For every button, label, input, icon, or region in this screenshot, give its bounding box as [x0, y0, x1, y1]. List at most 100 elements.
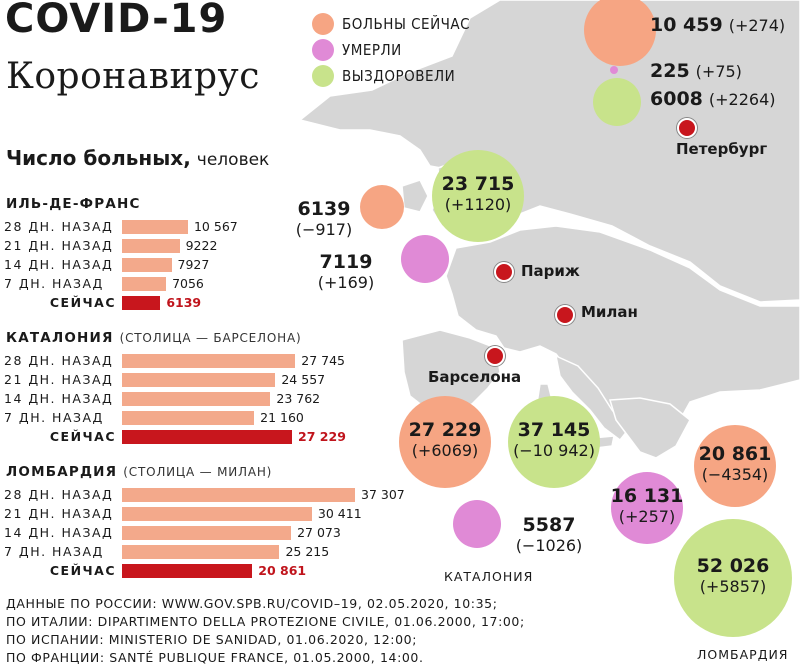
bubble-delta: (+274) — [728, 16, 786, 35]
city-label-peterburg: Петербург — [676, 140, 768, 158]
legend-recovered: ВЫЗДОРОВЕЛИ — [312, 65, 455, 87]
source-france: ПО ФРАНЦИИ: SANTÉ PUBLIQUE FRANCE, 01.05… — [6, 650, 424, 665]
bubble-dead — [611, 472, 683, 544]
bubble-label: 10 459 (+274) — [650, 14, 785, 36]
bar-now — [122, 296, 161, 310]
bar-value-21: 30 411 — [317, 506, 362, 521]
source-italy: ПО ИТАЛИИ: DIPARTIMENTO DELLA PROTEZIONE… — [6, 614, 525, 629]
bubble-label: 23 715 (+1120) — [418, 173, 538, 214]
bar-value-7: 25 215 — [285, 544, 330, 559]
bubble-value: 6008 — [650, 88, 703, 110]
bubble-recovered — [593, 78, 641, 126]
bar-value-now: 27 229 — [298, 429, 346, 444]
page-subtitle: Коронавирус — [6, 56, 260, 97]
region-capital: (СТОЛИЦА — МИЛАН) — [123, 465, 273, 479]
bubble-delta: (+169) — [317, 273, 375, 292]
bubble-label: 5587 (−1026) — [514, 514, 584, 555]
bar-14 — [122, 526, 292, 540]
row-label-21: 21 ДН. НАЗАД — [4, 372, 114, 387]
legend-recovered-label: ВЫЗДОРОВЕЛИ — [342, 67, 456, 85]
row-label-14: 14 ДН. НАЗАД — [4, 391, 114, 406]
bubble-label: 6139 (−917) — [289, 198, 359, 239]
chart-heading-bold: Число больных, — [6, 146, 191, 170]
bubble-delta: (+2264) — [708, 90, 776, 109]
row-label-28: 28 ДН. НАЗАД — [4, 487, 114, 502]
row-label-28: 28 ДН. НАЗАД — [4, 219, 114, 234]
bar-21 — [122, 373, 276, 387]
bubble-label: 52 026 (+5857) — [673, 555, 793, 596]
bubble-value: 6139 — [297, 198, 351, 220]
bar-value-7: 7056 — [172, 276, 204, 291]
row-label-now: СЕЙЧАС — [49, 563, 116, 578]
page-title: COVID-19 — [5, 0, 228, 42]
region-name: КАТАЛОНИЯ — [6, 330, 114, 346]
bubble-dead — [401, 235, 449, 283]
bubble-value: 20 861 — [698, 443, 772, 465]
bubble-label: 225 (+75) — [650, 60, 742, 82]
chart-heading: Число больных, человек — [6, 146, 269, 170]
bar-value-28: 37 307 — [361, 487, 405, 502]
bubble-label: 27 229 (+6069) — [385, 419, 505, 460]
bubble-value: 225 — [650, 60, 690, 82]
legend-dead: УМЕРЛИ — [312, 39, 402, 61]
row-label-now: СЕЙЧАС — [49, 295, 116, 310]
region-capital: (СТОЛИЦА — БАРСЕЛОНА) — [119, 331, 302, 345]
city-label-paris: Париж — [521, 262, 580, 280]
bar-value-now: 6139 — [166, 295, 202, 310]
bubble-label: 7119 (+169) — [311, 251, 381, 292]
legend-sick-label: БОЛЬНЫ СЕЙЧАС — [342, 15, 471, 33]
legend-dead-swatch — [312, 39, 334, 61]
bubble-value: 16 131 — [610, 485, 684, 507]
bubble-value: 7119 — [319, 251, 373, 273]
bubble-label: 6008 (+2264) — [650, 88, 776, 110]
bubble-delta: (−1026) — [515, 536, 583, 555]
bubble-delta: (−4354) — [701, 465, 769, 484]
region-caption-lombardy: ЛОМБАРДИЯ — [697, 647, 789, 662]
city-marker-barcelona — [485, 346, 505, 366]
region-title-2: ЛОМБАРДИЯ (СТОЛИЦА — МИЛАН) — [6, 461, 272, 480]
bar-now — [122, 430, 293, 444]
row-label-7: 7 ДН. НАЗАД — [4, 544, 104, 559]
bubble-delta: (−917) — [295, 220, 353, 239]
bar-value-21: 9222 — [185, 238, 218, 253]
bubble-value: 27 229 — [408, 419, 482, 441]
bar-7 — [122, 411, 255, 425]
bar-7 — [122, 545, 280, 559]
bubble-label: 16 131 (+257) — [587, 485, 707, 526]
bubble-label: 37 145 (−10 942) — [494, 419, 614, 460]
bar-now — [122, 564, 253, 578]
bubble-delta: (+6069) — [411, 441, 479, 460]
bar-28 — [122, 220, 188, 234]
bar-21 — [122, 239, 180, 253]
bar-7 — [122, 277, 167, 291]
row-label-14: 14 ДН. НАЗАД — [4, 525, 114, 540]
bar-value-14: 27 073 — [297, 525, 341, 540]
bar-value-14: 7927 — [177, 257, 210, 272]
legend-sick-swatch — [312, 13, 334, 35]
bubble-sick — [694, 425, 776, 507]
region-title-0: ИЛЬ-ДЕ-ФРАНС — [6, 193, 141, 212]
row-label-28: 28 ДН. НАЗАД — [4, 353, 114, 368]
legend-recovered-swatch — [312, 65, 334, 87]
bar-14 — [122, 258, 172, 272]
bubble-recovered — [508, 396, 600, 488]
bubble-dead — [453, 500, 501, 548]
bubble-value: 37 145 — [517, 419, 591, 441]
bubble-sick — [360, 185, 404, 229]
bubble-delta: (+5857) — [699, 577, 767, 596]
row-label-21: 21 ДН. НАЗАД — [4, 238, 114, 253]
bar-21 — [122, 507, 312, 521]
bubble-delta: (+257) — [618, 507, 676, 526]
bubble-recovered — [432, 150, 524, 242]
region-name: ЛОМБАРДИЯ — [6, 464, 118, 480]
city-label-milan: Милан — [581, 303, 638, 321]
bubble-value: 52 026 — [696, 555, 770, 577]
city-marker-paris — [494, 262, 514, 282]
row-label-14: 14 ДН. НАЗАД — [4, 257, 114, 272]
bubble-value: 23 715 — [441, 173, 515, 195]
bubble-recovered — [674, 519, 792, 637]
bar-value-28: 10 567 — [193, 219, 238, 234]
bubble-sick — [399, 396, 491, 488]
legend-dead-label: УМЕРЛИ — [342, 41, 402, 59]
